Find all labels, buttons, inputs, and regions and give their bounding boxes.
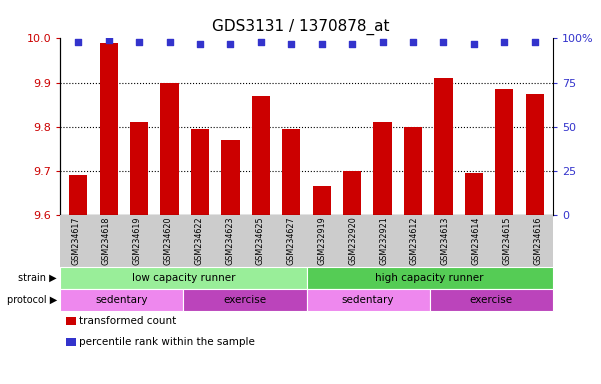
- Text: GSM234617: GSM234617: [71, 217, 80, 265]
- Text: low capacity runner: low capacity runner: [132, 273, 235, 283]
- Point: [317, 41, 326, 47]
- Bar: [465, 173, 483, 215]
- Bar: [313, 186, 331, 215]
- Bar: [404, 127, 422, 215]
- Point: [225, 41, 235, 47]
- Text: GSM234615: GSM234615: [502, 217, 511, 265]
- Point: [73, 39, 83, 45]
- Point: [347, 41, 357, 47]
- Text: GSM234612: GSM234612: [410, 217, 419, 265]
- Text: GSM232920: GSM232920: [348, 216, 357, 265]
- Text: GSM234625: GSM234625: [256, 216, 265, 265]
- Text: exercise: exercise: [224, 295, 266, 305]
- Text: GSM232919: GSM232919: [317, 216, 326, 265]
- Point: [439, 39, 448, 45]
- Point: [499, 39, 509, 45]
- Point: [256, 39, 266, 45]
- Text: GSM234616: GSM234616: [533, 217, 542, 265]
- Bar: [373, 122, 392, 215]
- Point: [469, 41, 478, 47]
- Text: high capacity runner: high capacity runner: [376, 273, 484, 283]
- Point: [408, 39, 418, 45]
- Bar: [343, 171, 361, 215]
- Text: GSM234619: GSM234619: [133, 217, 142, 265]
- Text: GSM234620: GSM234620: [163, 217, 172, 265]
- Bar: [191, 129, 209, 215]
- Point: [378, 39, 388, 45]
- Text: GSM234627: GSM234627: [287, 216, 296, 265]
- Text: transformed count: transformed count: [79, 316, 177, 326]
- Text: protocol ▶: protocol ▶: [7, 295, 57, 305]
- Bar: [435, 78, 453, 215]
- Bar: [130, 122, 148, 215]
- Text: GDS3131 / 1370878_at: GDS3131 / 1370878_at: [212, 19, 389, 35]
- Text: GSM234623: GSM234623: [225, 217, 234, 265]
- Text: GSM232921: GSM232921: [379, 216, 388, 265]
- Text: GSM234622: GSM234622: [194, 216, 203, 265]
- Text: sedentary: sedentary: [96, 295, 148, 305]
- Point: [135, 39, 144, 45]
- Bar: [100, 43, 118, 215]
- Point: [104, 37, 114, 43]
- Bar: [160, 83, 178, 215]
- Text: exercise: exercise: [470, 295, 513, 305]
- Text: sedentary: sedentary: [342, 295, 394, 305]
- Point: [287, 41, 296, 47]
- Bar: [69, 175, 88, 215]
- Text: GSM234613: GSM234613: [441, 217, 450, 265]
- Point: [165, 39, 174, 45]
- Point: [195, 41, 205, 47]
- Bar: [252, 96, 270, 215]
- Bar: [525, 94, 544, 215]
- Text: percentile rank within the sample: percentile rank within the sample: [79, 337, 255, 347]
- Bar: [221, 140, 240, 215]
- Text: strain ▶: strain ▶: [19, 273, 57, 283]
- Text: GSM234614: GSM234614: [471, 217, 480, 265]
- Bar: [282, 129, 300, 215]
- Point: [530, 39, 540, 45]
- Text: GSM234618: GSM234618: [102, 217, 111, 265]
- Bar: [495, 89, 513, 215]
